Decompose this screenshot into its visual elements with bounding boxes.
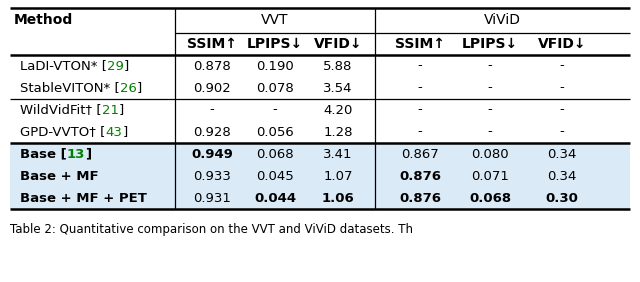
Text: 0.078: 0.078 (256, 81, 294, 94)
Text: -: - (559, 81, 564, 94)
Text: -: - (418, 125, 422, 138)
Text: 0.876: 0.876 (399, 191, 441, 204)
Text: ]: ] (122, 125, 127, 138)
Text: -: - (488, 81, 492, 94)
Text: 0.068: 0.068 (469, 191, 511, 204)
Text: 0.190: 0.190 (256, 60, 294, 72)
Text: VVT: VVT (261, 14, 289, 28)
Text: 0.045: 0.045 (256, 169, 294, 182)
Bar (10, 165, 630, 187)
Text: -: - (488, 60, 492, 72)
Text: StableVITON* [: StableVITON* [ (20, 81, 120, 94)
Text: 3.41: 3.41 (323, 147, 353, 160)
Text: 0.949: 0.949 (191, 147, 233, 160)
Text: 1.06: 1.06 (322, 191, 355, 204)
Text: 29: 29 (107, 60, 124, 72)
Bar (10, 187, 630, 209)
Text: -: - (273, 103, 277, 116)
Text: 4.20: 4.20 (323, 103, 353, 116)
Text: 0.876: 0.876 (399, 169, 441, 182)
Text: 0.071: 0.071 (471, 169, 509, 182)
Text: SSIM↑: SSIM↑ (395, 37, 445, 51)
Text: -: - (559, 125, 564, 138)
Text: -: - (488, 103, 492, 116)
Text: -: - (418, 81, 422, 94)
Text: 26: 26 (120, 81, 136, 94)
Text: 1.28: 1.28 (323, 125, 353, 138)
Text: -: - (488, 125, 492, 138)
Text: LaDI-VTON* [: LaDI-VTON* [ (20, 60, 107, 72)
Bar (10, 143, 630, 165)
Text: -: - (418, 103, 422, 116)
Text: 43: 43 (106, 125, 122, 138)
Text: Base + MF: Base + MF (20, 169, 99, 182)
Text: Base [: Base [ (20, 147, 67, 160)
Text: WildVidFit† [: WildVidFit† [ (20, 103, 102, 116)
Text: 0.867: 0.867 (401, 147, 439, 160)
Text: Method: Method (14, 14, 73, 28)
Text: VFID↓: VFID↓ (314, 37, 362, 51)
Text: 0.928: 0.928 (193, 125, 231, 138)
Text: 0.34: 0.34 (547, 147, 577, 160)
Text: 5.88: 5.88 (323, 60, 353, 72)
Text: LPIPS↓: LPIPS↓ (462, 37, 518, 51)
Text: GPD-VVTO† [: GPD-VVTO† [ (20, 125, 106, 138)
Text: -: - (559, 60, 564, 72)
Text: -: - (418, 60, 422, 72)
Text: -: - (210, 103, 214, 116)
Text: SSIM↑: SSIM↑ (187, 37, 237, 51)
Text: ]: ] (136, 81, 142, 94)
Text: ]: ] (118, 103, 124, 116)
Text: ]: ] (124, 60, 129, 72)
Text: 0.080: 0.080 (471, 147, 509, 160)
Text: LPIPS↓: LPIPS↓ (247, 37, 303, 51)
Text: 0.931: 0.931 (193, 191, 231, 204)
Text: 0.902: 0.902 (193, 81, 231, 94)
Text: 0.878: 0.878 (193, 60, 231, 72)
Text: Table 2: Quantitative comparison on the VVT and ViViD datasets. Th: Table 2: Quantitative comparison on the … (10, 222, 413, 235)
Text: 3.54: 3.54 (323, 81, 353, 94)
Text: VFID↓: VFID↓ (538, 37, 586, 51)
Text: ViViD: ViViD (484, 14, 521, 28)
Text: 0.34: 0.34 (547, 169, 577, 182)
Text: ]: ] (85, 147, 92, 160)
Text: 0.044: 0.044 (254, 191, 296, 204)
Text: Base + MF + PET: Base + MF + PET (20, 191, 147, 204)
Text: 13: 13 (67, 147, 85, 160)
Text: 21: 21 (102, 103, 118, 116)
Text: -: - (559, 103, 564, 116)
Text: 0.068: 0.068 (256, 147, 294, 160)
Text: 0.30: 0.30 (545, 191, 579, 204)
Text: 0.056: 0.056 (256, 125, 294, 138)
Text: 0.933: 0.933 (193, 169, 231, 182)
Text: 1.07: 1.07 (323, 169, 353, 182)
